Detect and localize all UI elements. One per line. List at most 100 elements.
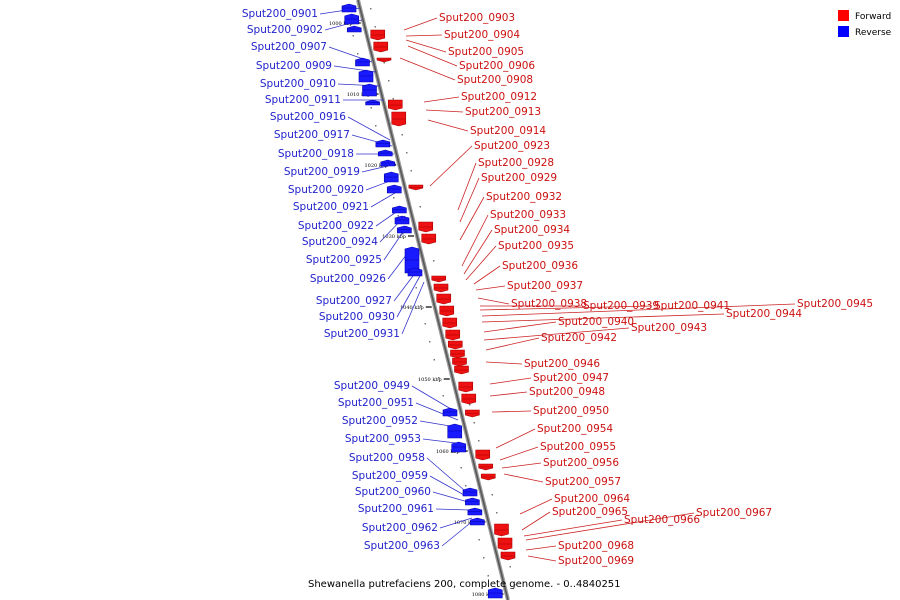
forward-gene-label[interactable]: Sput200_0941 [654, 300, 730, 312]
reverse-gene-label[interactable]: Sput200_0916 [270, 111, 346, 123]
legend-forward-swatch [838, 10, 849, 21]
reverse-gene-label[interactable]: Sput200_0952 [342, 415, 418, 427]
reverse-leader-line [401, 281, 425, 335]
forward-gene-label[interactable]: Sput200_0906 [459, 60, 535, 72]
reverse-gene-label[interactable]: Sput200_0953 [345, 433, 421, 445]
forward-leader-line [523, 519, 623, 537]
reverse-leader-line [396, 275, 421, 318]
forward-gene-label[interactable]: Sput200_0908 [457, 74, 533, 86]
reverse-leader-line [426, 457, 465, 491]
minor-tick [419, 206, 421, 208]
reverse-leader-line [347, 116, 391, 141]
reverse-gene-label[interactable]: Sput200_0924 [302, 236, 378, 248]
forward-gene-label[interactable]: Sput200_0913 [465, 106, 541, 118]
forward-gene-label[interactable]: Sput200_0928 [478, 157, 554, 169]
forward-gene-label[interactable]: Sput200_0947 [533, 372, 609, 384]
forward-gene-label[interactable]: Sput200_0948 [529, 386, 605, 398]
forward-leader-line [489, 377, 532, 385]
forward-leader-line [405, 39, 447, 53]
forward-leader-line [519, 498, 553, 515]
forward-gene-label[interactable]: Sput200_0943 [631, 322, 707, 334]
reverse-gene-label[interactable]: Sput200_0949 [334, 380, 410, 392]
forward-gene-label[interactable]: Sput200_0929 [481, 172, 557, 184]
forward-gene-label[interactable]: Sput200_0950 [533, 405, 609, 417]
reverse-gene-label[interactable]: Sput200_0958 [349, 452, 425, 464]
forward-gene-label[interactable]: Sput200_0942 [541, 332, 617, 344]
reverse-gene-label[interactable]: Sput200_0921 [293, 201, 369, 213]
minor-tick [509, 566, 511, 568]
tick-label: 1010 kbp [347, 92, 371, 98]
forward-gene-label[interactable]: Sput200_0956 [543, 457, 619, 469]
minor-tick [433, 260, 435, 262]
forward-gene-label[interactable]: Sput200_0903 [439, 12, 515, 24]
gene-labels: Sput200_0901 Sput200_0902 Sput200_0907 Sput… [242, 8, 873, 567]
reverse-gene-label[interactable]: Sput200_0962 [362, 522, 438, 534]
forward-gene-label[interactable]: Sput200_0968 [558, 540, 634, 552]
map-caption: Shewanella putrefaciens 200, complete ge… [308, 579, 621, 590]
reverse-gene-label[interactable]: Sput200_0930 [319, 311, 395, 323]
reverse-gene-label[interactable]: Sput200_0907 [251, 41, 327, 53]
reverse-leader-line [439, 517, 473, 529]
forward-gene-label[interactable]: Sput200_0955 [540, 441, 616, 453]
reverse-gene-label[interactable]: Sput200_0917 [274, 129, 350, 141]
forward-gene-label[interactable]: Sput200_0912 [461, 91, 537, 103]
forward-gene-label[interactable]: Sput200_0964 [554, 493, 630, 505]
forward-gene-label[interactable]: Sput200_0914 [470, 125, 546, 137]
forward-gene-label[interactable]: Sput200_0944 [726, 308, 802, 320]
forward-gene-label[interactable]: Sput200_0940 [558, 316, 634, 328]
minor-tick [438, 377, 440, 379]
forward-gene-label[interactable]: Sput200_0969 [558, 555, 634, 567]
reverse-gene-label[interactable]: Sput200_0909 [256, 60, 332, 72]
forward-gene-label[interactable]: Sput200_0934 [494, 224, 570, 236]
forward-gene-label[interactable]: Sput200_0954 [537, 423, 613, 435]
forward-gene-label[interactable]: Sput200_0935 [498, 240, 574, 252]
forward-gene-label[interactable]: Sput200_0965 [552, 506, 628, 518]
reverse-gene-label[interactable]: Sput200_0911 [265, 94, 341, 106]
minor-tick [393, 197, 395, 199]
forward-gene-label[interactable]: Sput200_0966 [624, 514, 700, 526]
forward-gene-label[interactable]: Sput200_0932 [486, 191, 562, 203]
reverse-gene-label[interactable]: Sput200_0920 [288, 184, 364, 196]
reverse-gene-label[interactable]: Sput200_0960 [355, 486, 431, 498]
reverse-gene-label[interactable]: Sput200_0959 [352, 470, 428, 482]
forward-gene-label[interactable]: Sput200_0923 [474, 140, 550, 152]
forward-gene-label[interactable]: Sput200_0937 [507, 280, 583, 292]
forward-leader-line [465, 245, 497, 281]
forward-gene-label[interactable]: Sput200_0967 [696, 507, 772, 519]
forward-gene-label[interactable]: Sput200_0945 [797, 298, 873, 310]
forward-gene-label[interactable]: Sput200_0933 [490, 209, 566, 221]
minor-tick [370, 107, 372, 109]
reverse-gene-label[interactable]: Sput200_0910 [260, 78, 336, 90]
reverse-gene-label[interactable]: Sput200_0919 [284, 166, 360, 178]
reverse-gene-label[interactable]: Sput200_0902 [247, 24, 323, 36]
reverse-gene-label[interactable]: Sput200_0931 [324, 328, 400, 340]
forward-leader-line [483, 327, 630, 341]
forward-gene-label[interactable]: Sput200_0904 [444, 29, 520, 41]
reverse-gene-label[interactable]: Sput200_0901 [242, 8, 318, 20]
forward-gene-label[interactable]: Sput200_0905 [448, 46, 524, 58]
forward-leader-line [489, 391, 528, 397]
reverse-gene-label[interactable]: Sput200_0918 [278, 148, 354, 160]
reverse-gene-label[interactable]: Sput200_0961 [358, 503, 434, 515]
legend: Forward Reverse [838, 10, 892, 38]
forward-leader-line [525, 545, 557, 551]
forward-leader-line [503, 473, 544, 483]
forward-gene-label[interactable]: Sput200_0957 [545, 476, 621, 488]
reverse-gene-label[interactable]: Sput200_0925 [306, 254, 382, 266]
reverse-gene-label[interactable]: Sput200_0927 [316, 295, 392, 307]
tick-label: 1080 kbp [472, 592, 496, 598]
reverse-leader-line [411, 385, 457, 413]
tick-label: 1060 kbp [436, 449, 460, 455]
reverse-gene-label[interactable]: Sput200_0951 [338, 397, 414, 409]
forward-leader-line [521, 511, 551, 531]
reverse-gene-label[interactable]: Sput200_0922 [298, 220, 374, 232]
forward-gene-label[interactable]: Sput200_0946 [524, 358, 600, 370]
reverse-gene-label[interactable]: Sput200_0926 [310, 273, 386, 285]
forward-gene-label[interactable]: Sput200_0936 [502, 260, 578, 272]
forward-leader-line [481, 303, 796, 317]
forward-leader-line [429, 145, 473, 187]
forward-gene-label[interactable]: Sput200_0938 [511, 298, 587, 310]
minor-tick [370, 8, 372, 10]
forward-gene-label[interactable]: Sput200_0939 [583, 300, 659, 312]
reverse-gene-label[interactable]: Sput200_0963 [364, 540, 440, 552]
